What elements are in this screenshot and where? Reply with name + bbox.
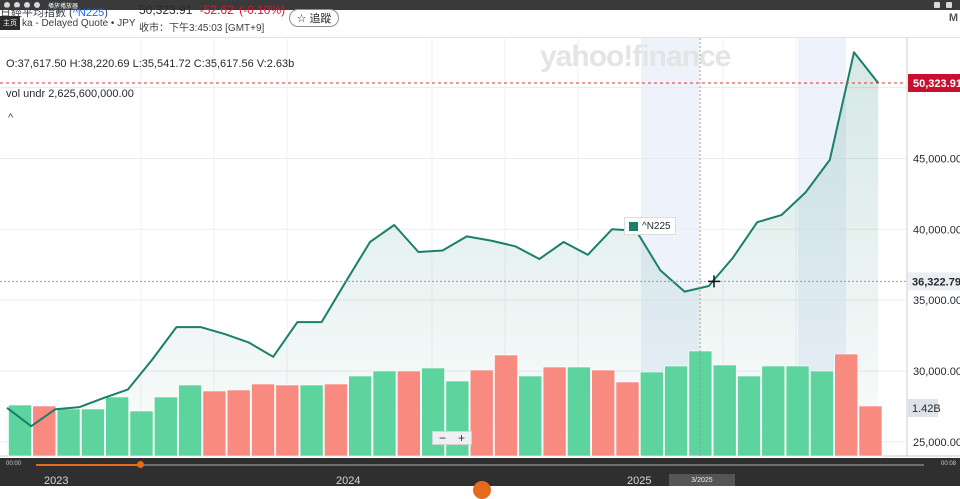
volume-bar [494, 354, 518, 457]
y-tick-label: 40,000.00 [913, 224, 960, 236]
volume-bar [567, 366, 591, 457]
last-price-tag [908, 74, 960, 93]
volume-bar [372, 370, 397, 457]
year-label: 2025 [627, 475, 652, 487]
year-label: 2023 [44, 475, 69, 487]
quote-subtitle: ka - Delayed Quote • JPY [22, 18, 136, 29]
star-icon: ☆ [296, 12, 307, 25]
volume-bar [834, 353, 859, 457]
volume-bar [8, 404, 32, 457]
volume-bar [324, 383, 348, 457]
y-tick-label: 35,000.00 [913, 295, 960, 307]
volume-bar [639, 371, 664, 457]
volume-bar [129, 410, 154, 457]
close-icon[interactable] [946, 2, 952, 8]
volume-bar [226, 389, 251, 457]
scrubber-track[interactable] [36, 464, 924, 466]
chart-divider [0, 37, 960, 38]
yahoo-finance-watermark: yahoo!finance [540, 40, 731, 73]
volume-tag-label: 1.42B [912, 403, 941, 415]
price-chart[interactable]: 25,000.00 30,000.00 35,000.00 40,000.00 45,0… [0, 38, 960, 458]
volume-bar [615, 381, 640, 457]
scrubber-record-button[interactable] [473, 481, 491, 499]
last-price-tag-label: 50,323.91 [913, 78, 960, 90]
window-tab-title[interactable]: 播放播放器 [48, 3, 79, 10]
volume-bar [105, 396, 129, 457]
quote-change-pct: (-0.10%) [239, 3, 286, 17]
quote-change: -52.62 [199, 3, 234, 17]
volume-bar [737, 375, 761, 457]
collapse-caret-icon[interactable]: ^ [8, 112, 14, 124]
series-legend[interactable]: ^N225 [624, 217, 676, 235]
volume-bar [858, 405, 883, 457]
year-label: 2024 [336, 475, 361, 487]
scrubber-progress [36, 464, 140, 466]
side-tag[interactable]: 主页 [0, 16, 20, 30]
y-tick-label: 30,000.00 [913, 366, 960, 378]
scrubber-time-end: 00:08 [940, 461, 956, 467]
volume-bar [396, 370, 421, 457]
quote-price-block: 50,323.91 -52.62 (-0.10%) [139, 3, 285, 17]
volume-bar [591, 369, 616, 457]
corner-menu[interactable]: M [948, 12, 958, 24]
quote-symbol[interactable]: ^N225 [72, 7, 105, 19]
window-buttons [934, 0, 952, 10]
ohlc-readout: O:37,617.50 H:38,220.69 L:35,541.72 C:35… [6, 58, 295, 70]
volume-bar [56, 408, 81, 457]
legend-swatch [629, 221, 638, 231]
volume-bar [178, 384, 202, 457]
follow-button-label: 追蹤 [309, 13, 332, 25]
quote-timestamp: 收市：下午3:45:03 [GMT+9] [139, 23, 265, 34]
crosshair-price-tag [908, 272, 960, 291]
quote-price: 50,323.91 [139, 3, 193, 17]
follow-button[interactable]: ☆ 追蹤 [289, 9, 339, 27]
y-tick-label: 25,000.00 [913, 437, 960, 449]
y-tick-label: 45,000.00 [913, 153, 960, 165]
price-area [7, 52, 879, 456]
volume-bar [518, 375, 543, 457]
scrubber-handle[interactable] [137, 461, 144, 468]
scrubber-date-box: 3/2025 [669, 474, 735, 486]
price-line [6, 51, 879, 428]
volume-bar [785, 365, 810, 457]
zoom-in-button[interactable]: + [457, 431, 465, 445]
window-controls: 播放播放器 [0, 0, 78, 10]
volume-bar [469, 369, 494, 457]
volume-bar [275, 384, 300, 457]
minimize-icon[interactable] [934, 2, 940, 8]
volume-bar [202, 390, 227, 457]
zoom-control: − + [432, 431, 472, 445]
volume-bar [761, 365, 786, 457]
volume-bar [542, 366, 567, 457]
volume-bar [81, 408, 105, 457]
window-dot-icon[interactable] [24, 2, 30, 8]
window-dot-icon[interactable] [34, 2, 40, 8]
volume-bar [154, 396, 178, 457]
volume-bar [251, 383, 275, 457]
crosshair-price-label: 36,322.79 [912, 276, 960, 288]
volume-bar [32, 405, 57, 457]
volume-bar [712, 364, 737, 457]
window-dot-icon[interactable] [14, 2, 20, 8]
volume-readout: vol undr 2,625,600,000.00 [6, 88, 134, 100]
volume-bar [810, 370, 834, 457]
volume-bar [664, 365, 688, 457]
volume-bar [299, 384, 324, 457]
zoom-out-button[interactable]: − [438, 431, 446, 445]
legend-label: ^N225 [642, 220, 671, 232]
volume-bar [348, 375, 373, 457]
window-dot-icon[interactable] [4, 2, 10, 8]
scrubber-time-start: 00:00 [6, 461, 22, 467]
volume-tag [908, 399, 938, 417]
window-titlebar: 播放播放器 [0, 0, 960, 10]
